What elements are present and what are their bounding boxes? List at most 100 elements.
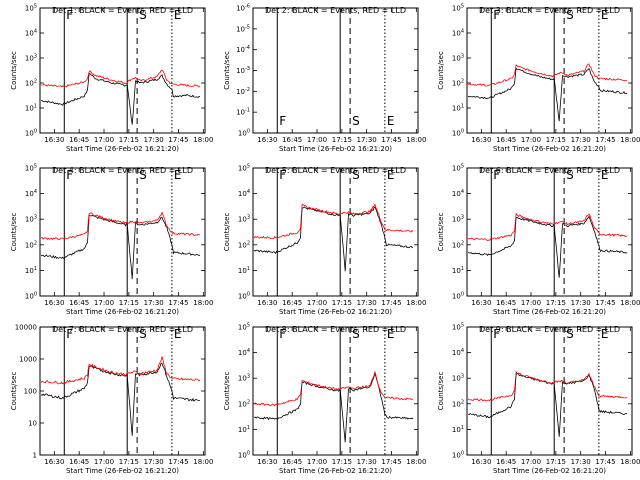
panel-det1: Det 1: BLACK = Events, RED = LLD Counts/s…: [10, 4, 213, 154]
y-tick-label: 10: [28, 420, 37, 428]
y-axis-label: Counts/sec: [10, 51, 18, 90]
panel-title: Det 9: BLACK = Events, RED = LLD: [479, 325, 620, 334]
panel-det4: Det 4: BLACK = Events, RED = LLD Counts/s…: [10, 164, 213, 317]
x-tick-label: 16:30: [257, 458, 277, 466]
y-tick-label: 105: [452, 323, 464, 332]
y-tick-label: 103: [238, 374, 250, 383]
y-tick-label: 105: [238, 164, 250, 173]
x-tick-label: 18:00: [620, 136, 640, 144]
x-tick-label: 16:30: [44, 136, 64, 144]
event-flag-label: S: [139, 8, 147, 22]
y-axis-label: Counts/sec: [223, 213, 231, 252]
x-tick-label: 17:30: [144, 458, 164, 466]
event-flag-label: E: [601, 8, 609, 22]
event-flag-label: F: [279, 327, 286, 341]
y-tick-label: 101: [238, 425, 250, 434]
x-tick-label: 16:45: [496, 458, 516, 466]
x-tick-label: 17:30: [357, 299, 377, 307]
x-tick-label: 17:00: [521, 458, 541, 466]
x-tick-label: 16:45: [282, 299, 302, 307]
panel-det9: Det 9: BLACK = Events, RED = LLD Counts/s…: [437, 323, 640, 476]
y-tick-label: 101: [452, 425, 464, 434]
x-tick-label: 17:30: [357, 458, 377, 466]
series-line-events: [41, 73, 201, 125]
x-tick-label: 17:15: [332, 458, 352, 466]
y-tick-label: 1000: [19, 356, 37, 364]
y-tick-label: 103: [452, 54, 464, 63]
y-tick-label: 102: [25, 79, 37, 88]
y-tick-label: 102: [452, 79, 464, 88]
x-tick-label: 18:00: [193, 136, 213, 144]
y-tick-label: 105: [25, 164, 37, 173]
series-line-events: [40, 214, 201, 280]
y-tick-label: 101: [452, 104, 464, 113]
panel-title: Det 7: BLACK = Events, RED = LLD: [52, 325, 193, 334]
x-axis-label: Start Time (26-Feb-02 16:21:20): [493, 145, 606, 153]
x-tick-label: 17:00: [307, 136, 327, 144]
x-tick-label: 17:45: [381, 458, 401, 466]
y-tick-label: 103: [238, 215, 250, 224]
x-tick-label: 16:30: [471, 458, 491, 466]
panel-title: Det 3: BLACK = Events, RED = LLD: [479, 6, 620, 15]
x-tick-label: 17:30: [357, 136, 377, 144]
x-tick-label: 17:15: [119, 299, 139, 307]
y-tick-label: 102: [452, 240, 464, 249]
y-tick-label: 10000: [15, 324, 37, 332]
x-tick-label: 16:30: [257, 136, 277, 144]
y-tick-label: 104: [238, 189, 250, 198]
y-tick-label: 101: [25, 104, 37, 113]
y-tick-label: 103: [25, 54, 37, 63]
x-tick-label: 16:45: [496, 299, 516, 307]
y-tick-label: 10-2: [236, 87, 250, 96]
series-line-events: [254, 372, 414, 443]
y-tick-label: 100: [238, 292, 250, 301]
x-tick-label: 16:45: [69, 458, 89, 466]
y-tick-label: 100: [25, 129, 37, 138]
event-flag-label: E: [174, 8, 182, 22]
y-axis-label: Counts/sec: [223, 51, 231, 90]
panel-det5: Det 5: BLACK = Events, RED = LLD Counts/s…: [223, 164, 426, 317]
x-tick-label: 17:00: [521, 299, 541, 307]
y-tick-label: 1: [33, 452, 37, 460]
y-tick-label: 104: [452, 29, 464, 38]
x-tick-label: 17:00: [307, 299, 327, 307]
plot-frame: [466, 326, 633, 456]
event-flag-label: S: [566, 8, 574, 22]
x-tick-label: 17:45: [381, 299, 401, 307]
x-axis-label: Start Time (26-Feb-02 16:21:20): [493, 467, 606, 475]
panel-det3: Det 3: BLACK = Events, RED = LLD Counts/s…: [437, 4, 640, 154]
y-tick-label: 102: [238, 240, 250, 249]
event-flag-label: E: [174, 168, 182, 182]
x-tick-label: 17:00: [307, 458, 327, 466]
x-tick-label: 18:00: [406, 299, 426, 307]
x-tick-label: 17:30: [571, 458, 591, 466]
series-line-lld: [467, 212, 628, 241]
x-tick-label: 18:00: [620, 299, 640, 307]
x-axis-label: Start Time (26-Feb-02 16:21:20): [66, 308, 179, 316]
x-tick-label: 16:45: [496, 136, 516, 144]
x-tick-label: 17:00: [521, 136, 541, 144]
y-tick-label: 100: [452, 451, 464, 460]
panel-det8: Det 8: BLACK = Events, RED = LLD Counts/s…: [223, 323, 426, 476]
event-flag-label: E: [387, 114, 395, 128]
x-tick-label: 17:00: [94, 136, 114, 144]
x-tick-label: 17:00: [94, 458, 114, 466]
x-tick-label: 18:00: [193, 458, 213, 466]
y-tick-label: 104: [25, 189, 37, 198]
x-tick-label: 17:45: [595, 136, 615, 144]
plot-frame: [39, 167, 206, 297]
y-tick-label: 10-4: [236, 45, 250, 54]
x-axis-label: Start Time (26-Feb-02 16:21:20): [279, 308, 392, 316]
x-tick-label: 18:00: [620, 458, 640, 466]
y-tick-label: 100: [238, 451, 250, 460]
y-tick-label: 105: [238, 323, 250, 332]
panel-title: Det 8: BLACK = Events, RED = LLD: [265, 325, 406, 334]
y-tick-label: 10-6: [236, 4, 250, 13]
event-flag-label: F: [493, 8, 500, 22]
y-tick-label: 101: [452, 266, 464, 275]
plot-frame: [466, 7, 633, 134]
x-tick-label: 17:30: [144, 136, 164, 144]
x-axis-label: Start Time (26-Feb-02 16:21:20): [493, 308, 606, 316]
event-flag-label: F: [66, 327, 73, 341]
panel-det2: Det 2: BLACK = Events, RED = LLD Counts/s…: [223, 4, 426, 154]
